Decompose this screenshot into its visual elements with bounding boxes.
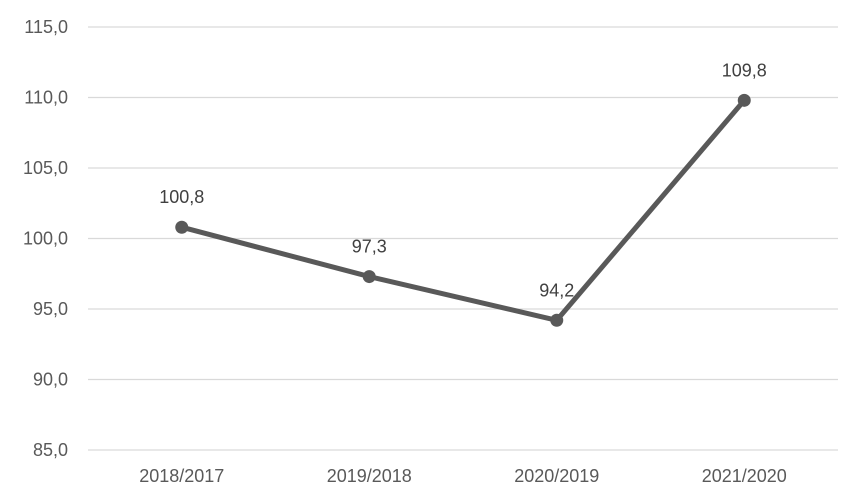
y-tick-label: 95,0 <box>33 299 68 319</box>
series-0 <box>175 93 751 327</box>
x-tick-label: 2020/2019 <box>514 466 599 486</box>
data-point <box>175 220 189 234</box>
y-tick-label: 110,0 <box>24 88 68 108</box>
data-label: 94,2 <box>539 280 574 300</box>
x-tick-label: 2019/2018 <box>327 466 412 486</box>
x-tick-label: 2018/2017 <box>139 466 224 486</box>
x-tick-label: 2021/2020 <box>702 466 787 486</box>
data-label: 100,8 <box>159 187 204 207</box>
y-tick-label: 115,0 <box>24 17 68 37</box>
data-labels: 100,8 97,3 94,2 109,8 <box>159 60 767 300</box>
y-tick-label: 100,0 <box>23 229 68 249</box>
data-point <box>362 270 376 284</box>
data-label: 97,3 <box>352 237 387 257</box>
series-line <box>179 97 747 323</box>
data-point <box>550 313 564 327</box>
y-tick-label: 105,0 <box>23 158 68 178</box>
data-point <box>737 93 751 107</box>
y-tick-label: 85,0 <box>33 440 68 460</box>
x-axis-tick-labels: 2018/2017 2019/2018 2020/2019 2021/2020 <box>139 466 787 486</box>
y-tick-label: 90,0 <box>33 370 68 390</box>
data-label: 109,8 <box>722 60 767 80</box>
y-axis-tick-labels: 85,0 90,0 95,0 100,0 105,0 110,0 115,0 <box>23 17 68 460</box>
gridlines <box>88 26 838 451</box>
